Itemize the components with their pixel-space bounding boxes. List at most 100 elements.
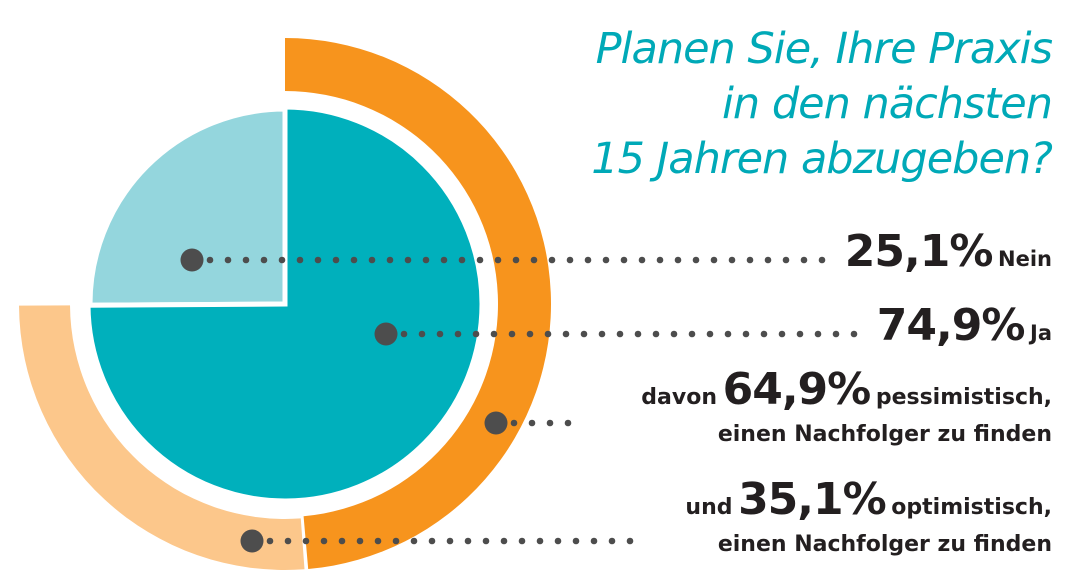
leader-dot-small (782, 256, 790, 264)
leader-dot-small (796, 330, 804, 338)
leader-dot-small (422, 256, 430, 264)
leader-dot-small (482, 537, 490, 545)
leader-dot-small (510, 419, 518, 427)
leader-dot-small (656, 256, 664, 264)
leader-dot-small (706, 330, 714, 338)
pie-slice-ja (85, 104, 485, 504)
leader-dot-small (454, 330, 462, 338)
leader-dot-small (800, 256, 808, 264)
line2-pessimist: einen Nachfolger zu finden (717, 422, 1052, 447)
label-nein: 25,1% Nein (845, 226, 1052, 277)
leader-dot-small (580, 330, 588, 338)
leader-dot-small (206, 256, 214, 264)
leader-dot-small (278, 256, 286, 264)
leader-dot-small (518, 537, 526, 545)
leader-dot-small (634, 330, 642, 338)
leader-dot-small (724, 330, 732, 338)
leader-dot-small (692, 256, 700, 264)
leader-dot-small (400, 330, 408, 338)
line2-optimist: einen Nachfolger zu finden (717, 532, 1052, 557)
leader-dot-small (710, 256, 718, 264)
leader-dot-small (410, 537, 418, 545)
leader-dot-small (350, 256, 358, 264)
leader-dot-small (652, 330, 660, 338)
leader-dot-small (508, 330, 516, 338)
leader-dot-small (314, 256, 322, 264)
title-line-2: in den nächsten (721, 79, 1053, 129)
leader-dot-small (374, 537, 382, 545)
ring-segment-pessimistic (285, 38, 552, 569)
leader-dot-optimist (240, 529, 264, 553)
leader-dot-small (598, 330, 606, 338)
leader-dot-small (320, 537, 328, 545)
leader-dot-small (242, 256, 250, 264)
leader-dot-small (564, 419, 572, 427)
leader-dot-small (458, 256, 466, 264)
leader-dot-small (608, 537, 616, 545)
leader-dot-small (490, 330, 498, 338)
leader-dot-small (818, 256, 826, 264)
title-line-1: Planen Sie, Ihre Praxis (595, 24, 1053, 74)
leader-dot-small (302, 537, 310, 545)
label-pessimist: davon 64,9% pessimistisch, einen Nachfol… (641, 368, 1052, 453)
leader-dot-small (428, 537, 436, 545)
leader-dot-small (572, 537, 580, 545)
leader-dot-small (440, 256, 448, 264)
leader-dot-small (562, 330, 570, 338)
leader-dot-small (566, 256, 574, 264)
leader-dot-ja (374, 322, 398, 346)
pie-slice-nein (87, 106, 288, 308)
leader-dot-small (746, 256, 754, 264)
leader-dot-small (764, 256, 772, 264)
leader-dot-small (620, 256, 628, 264)
ring-segment-optimistic (19, 305, 305, 570)
leader-dot-small (688, 330, 696, 338)
leader-dot-small (544, 330, 552, 338)
leader-dot-small (626, 537, 634, 545)
leader-dot-small (674, 256, 682, 264)
leader-dot-small (338, 537, 346, 545)
leader-dot-small (512, 256, 520, 264)
leader-dot-small (760, 330, 768, 338)
leader-dot-small (546, 419, 554, 427)
leader-dot-small (476, 256, 484, 264)
leader-dot-small (368, 256, 376, 264)
leader-dot-small (436, 330, 444, 338)
leader-dot-small (548, 256, 556, 264)
leader-dot-small (494, 256, 502, 264)
leader-dot-small (224, 256, 232, 264)
label-optimist: und 35,1% optimistisch, einen Nachfolger… (685, 478, 1052, 563)
leader-dot-small (332, 256, 340, 264)
leader-dot-small (296, 256, 304, 264)
prefix-pessimist: davon (641, 385, 718, 410)
leader-dot-small (584, 256, 592, 264)
value-ja: 74,9% (876, 300, 1026, 351)
leader-dot-small (536, 537, 544, 545)
leader-dot-small (742, 330, 750, 338)
leader-dot-small (464, 537, 472, 545)
text-nein: Nein (998, 247, 1052, 271)
leader-dot-small (832, 330, 840, 338)
value-nein: 25,1% (844, 226, 994, 277)
leader-dot-small (404, 256, 412, 264)
leader-dot-small (554, 537, 562, 545)
value-optimist: 35,1% (738, 474, 887, 525)
text-ja: Ja (1030, 321, 1052, 345)
prefix-optimist: und (685, 495, 733, 520)
leader-dot-small (526, 330, 534, 338)
leader-dot-small (356, 537, 364, 545)
leader-dot-small (392, 537, 400, 545)
leader-dot-small (260, 256, 268, 264)
label-ja: 74,9% Ja (877, 300, 1052, 351)
leader-dot-small (500, 537, 508, 545)
leader-dot-small (266, 537, 274, 545)
leader-dot-small (728, 256, 736, 264)
leader-dot-small (386, 256, 394, 264)
suffix-optimist: optimistisch, (891, 495, 1052, 520)
leader-dot-small (638, 256, 646, 264)
leader-dot-small (778, 330, 786, 338)
leader-dot-small (602, 256, 610, 264)
leader-dot-small (528, 419, 536, 427)
leader-lines (180, 248, 858, 553)
